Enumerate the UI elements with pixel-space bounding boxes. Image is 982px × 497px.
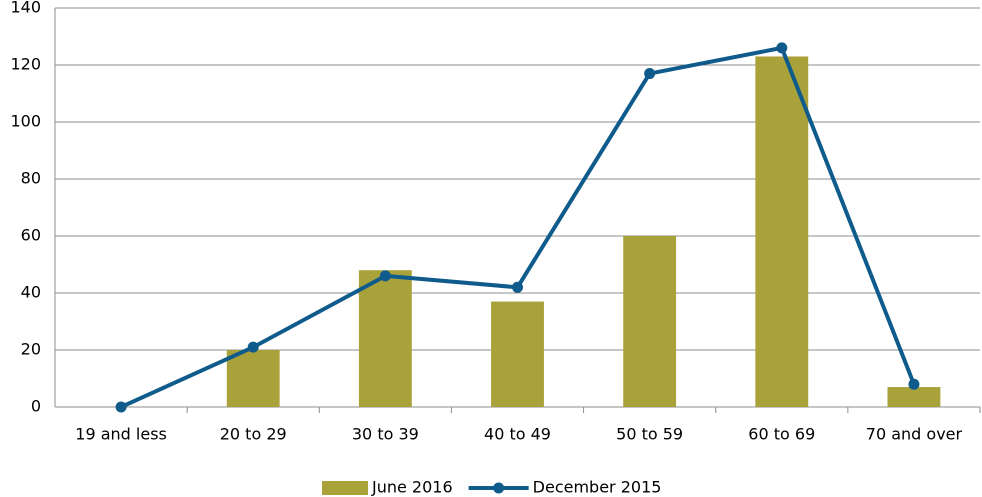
y-tick-label: 60 [21,226,41,245]
y-tick-label: 20 [21,340,41,359]
point [776,42,788,54]
legend-marker [493,482,505,494]
y-tick-label: 40 [21,283,41,302]
x-tick-label: 40 to 49 [484,425,551,444]
point [512,281,523,293]
bar [358,270,412,407]
legend-swatch [322,481,368,495]
x-tick-label: 30 to 39 [352,425,419,444]
y-tick-label: 140 [10,0,41,17]
x-tick-label: 70 and over [866,425,963,444]
x-tick-label: 20 to 29 [220,425,287,444]
x-tick-label: 50 to 59 [616,425,683,444]
point [908,378,920,390]
y-tick-label: 80 [21,169,41,188]
bar [491,301,544,407]
x-tick-label: 19 and less [75,425,167,444]
bar [226,350,280,407]
y-tick-label: 0 [31,397,41,416]
legend-label: December 2015 [533,478,662,497]
y-tick-label: 120 [10,55,41,74]
y-tick-label: 100 [10,112,41,131]
point [115,401,127,413]
bar [887,387,941,407]
point [379,270,391,282]
bar [755,56,809,407]
point [247,341,259,353]
x-tick-label: 60 to 69 [748,425,815,444]
legend-label: June 2016 [371,478,453,497]
point [644,68,656,80]
bar [623,236,677,407]
